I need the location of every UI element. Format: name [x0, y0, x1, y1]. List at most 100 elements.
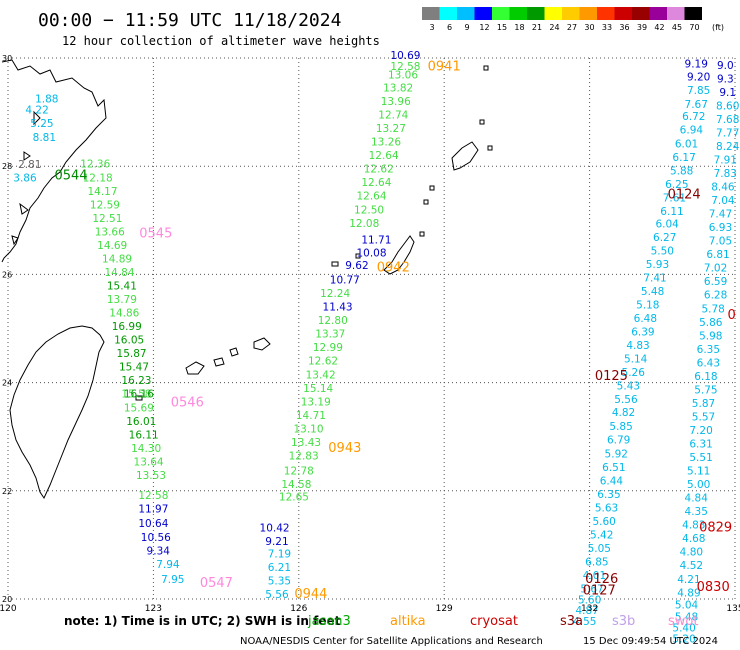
footer-note: note: 1) Time is in UTC; 2) SWH is in fe…	[64, 614, 341, 628]
wave-height-value: 3.86	[13, 172, 37, 184]
wave-height-value: 6.79	[607, 435, 630, 447]
wave-height-value: 12.58	[138, 490, 168, 502]
wave-height-value: 13.96	[381, 96, 411, 108]
wave-height-value: 13.79	[107, 294, 137, 306]
legend-swatch	[667, 7, 685, 20]
okinawa-island	[383, 235, 415, 275]
wave-height-value: 4.82	[612, 407, 635, 419]
wave-height-value: 7.94	[156, 559, 180, 571]
legend-swatch-label: 70	[689, 23, 699, 32]
wave-height-value: 12.08	[349, 218, 379, 230]
x-tick-label: 126	[290, 604, 307, 614]
wave-height-value: 5.26	[622, 367, 646, 379]
wave-height-value: 4.01	[583, 570, 606, 582]
wave-height-value: 5.11	[687, 466, 710, 478]
wave-height-value: 7.61	[663, 192, 686, 204]
pass-time-label: 0943	[328, 441, 361, 456]
legend-swatch	[474, 7, 492, 20]
chart-subtitle: 12 hour collection of altimeter wave hei…	[62, 34, 380, 48]
y-tick-label: 24	[2, 379, 12, 388]
wave-height-value: 5.78	[701, 303, 724, 315]
wave-height-value: 7.68	[716, 114, 739, 126]
x-tick-label: 129	[436, 604, 453, 614]
wave-height-value: 4.83	[682, 520, 705, 532]
wave-height-value: 14.86	[109, 308, 139, 320]
pass-time-label: 0941	[428, 59, 461, 74]
wave-height-value: 7.67	[685, 99, 708, 111]
wave-height-value: 6.72	[682, 111, 705, 123]
x-tick-label: 123	[145, 604, 162, 614]
wave-height-value: 8.81	[33, 132, 56, 144]
wave-height-value: 5.67	[580, 584, 603, 596]
wave-height-value: 9.62	[345, 260, 368, 272]
pass-time-label: 0830	[697, 580, 730, 595]
pass-time-label: 0124	[668, 188, 701, 203]
legend-swatch	[422, 7, 440, 20]
wave-height-value: 12.58	[390, 61, 420, 73]
pass-time-label: 0547	[200, 576, 233, 591]
wave-height-value: 5.50	[651, 245, 674, 257]
wave-height-value: 5.86	[699, 317, 723, 329]
wave-height-value: 8.60	[716, 100, 739, 112]
wave-height-value: 7.77	[716, 127, 739, 139]
wave-height-value: 9.20	[687, 72, 710, 84]
wave-height-value: 12.59	[90, 199, 120, 211]
wave-height-value: 6.43	[697, 357, 720, 369]
sakishima-islands	[135, 337, 271, 401]
legend-swatch-label: 30	[584, 23, 594, 32]
legend-swatch-label: 24	[549, 23, 559, 32]
wave-height-value: 8.24	[716, 141, 740, 153]
wave-height-value: 13.06	[388, 70, 418, 82]
wave-height-value: 4.22	[25, 105, 48, 117]
wave-height-value: 6.31	[689, 439, 712, 451]
satellite-legend-item: s3b	[612, 614, 635, 629]
wave-height-value: 5.93	[646, 259, 669, 271]
wave-height-value: 6.44	[600, 475, 624, 487]
wave-height-value: 5.85	[609, 421, 632, 433]
legend-swatch	[562, 7, 580, 20]
wave-height-value: 6.93	[709, 222, 732, 234]
wave-height-value: 10.64	[138, 518, 168, 530]
wave-height-value: 9.21	[265, 536, 288, 548]
footer-timestamp: 15 Dec 09:49:54 UTC 2024	[583, 636, 718, 647]
wave-height-value: 12.99	[313, 342, 343, 354]
pass-time-label: 0829	[699, 520, 732, 535]
wave-height-value: 6.25	[665, 179, 688, 191]
wave-height-value: 10.56	[141, 532, 171, 544]
wave-height-value: 11.71	[361, 235, 391, 247]
wave-height-value: 10.42	[260, 522, 290, 534]
legend-swatch-label: 33	[602, 23, 612, 32]
wave-height-value: 4.80	[680, 547, 703, 559]
legend-swatch-label: 9	[464, 23, 469, 32]
wave-height-value: 6.28	[704, 290, 727, 302]
wave-height-value: 13.66	[95, 226, 125, 238]
wave-height-value: 6.21	[268, 562, 291, 574]
wave-height-value: 7.41	[643, 272, 666, 284]
wave-height-value: 5.63	[595, 502, 618, 514]
legend-swatch	[457, 7, 475, 20]
satellite-legend-item: jason3	[307, 614, 351, 629]
pass-time-label: 0126	[585, 572, 618, 587]
wave-height-value: 13.64	[134, 456, 164, 468]
satellite-legend-item: altika	[390, 614, 426, 629]
wave-height-value: 13.10	[293, 423, 323, 435]
legend-swatch	[614, 7, 632, 20]
wave-height-value: 6.18	[694, 371, 717, 383]
wave-height-value: 13.43	[291, 437, 321, 449]
wave-height-value: 5.57	[692, 411, 715, 423]
wave-height-value: 4.89	[677, 587, 700, 599]
wave-height-value: 13.27	[376, 123, 406, 135]
wave-height-value: 5.42	[590, 529, 613, 541]
wave-height-value: 10.77	[330, 275, 360, 287]
wave-height-value: 14.84	[104, 267, 134, 279]
wave-height-value: 9.1	[719, 87, 736, 99]
wave-height-value: 6.35	[697, 344, 720, 356]
wave-height-value: 12.64	[361, 177, 391, 189]
wave-height-value: 7.05	[709, 236, 732, 248]
wave-height-value: 12.50	[354, 204, 384, 216]
wave-height-value: 9.19	[685, 59, 708, 71]
wave-height-value: 12.62	[364, 164, 394, 176]
wave-height-value: 6.04	[655, 218, 679, 230]
satellite-legend-item: s3a	[560, 614, 583, 629]
